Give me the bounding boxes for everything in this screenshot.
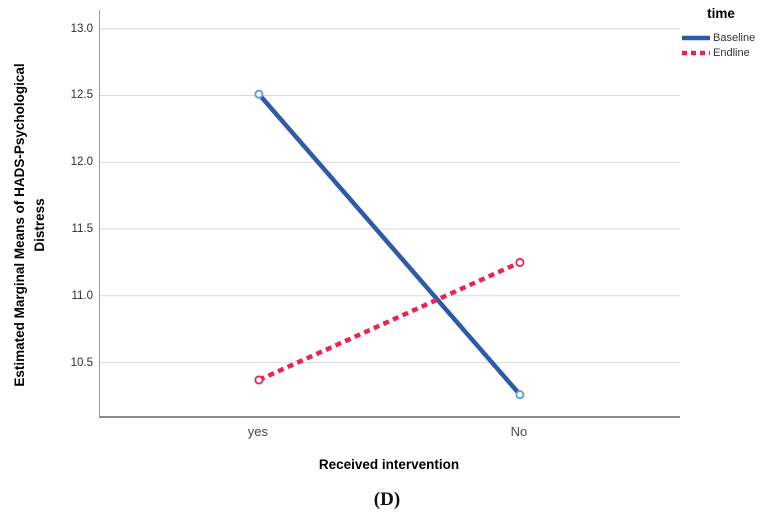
figure-caption: (D) xyxy=(373,489,401,510)
marker-endline xyxy=(254,375,264,385)
y-axis-title: Estimated Marginal Means of HADS-Psychol… xyxy=(12,63,47,387)
legend-items: Baseline Endline xyxy=(682,30,774,60)
legend-title: time xyxy=(707,6,735,21)
legend-item-endline: Endline xyxy=(682,45,774,60)
legend: time Baseline Endline xyxy=(682,6,774,60)
legend-item-label: Endline xyxy=(713,46,750,59)
x-tick-label: yes xyxy=(247,424,269,439)
legend-item-label: Baseline xyxy=(713,31,756,44)
marker-baseline xyxy=(515,390,525,400)
marker-endline xyxy=(515,257,525,267)
marker-baseline xyxy=(254,89,264,99)
y-tick-label: 10.5 xyxy=(70,356,93,369)
y-tick-label: 11.5 xyxy=(71,223,93,236)
legend-swatch-icon xyxy=(682,50,710,55)
series-line-baseline xyxy=(257,92,522,397)
y-tick-label: 12.5 xyxy=(70,89,93,102)
y-tick-label: 12.0 xyxy=(70,156,93,169)
x-tick-label: No xyxy=(510,424,528,439)
y-tick-label: 13.0 xyxy=(70,22,93,35)
y-tick-label: 11.0 xyxy=(71,289,93,302)
x-axis-title: Received intervention xyxy=(318,457,460,472)
legend-swatch-icon xyxy=(682,35,710,40)
series-line-endline xyxy=(257,260,521,382)
plot-area xyxy=(99,10,680,418)
chart-canvas xyxy=(100,28,680,400)
legend-item-baseline: Baseline xyxy=(682,30,774,45)
